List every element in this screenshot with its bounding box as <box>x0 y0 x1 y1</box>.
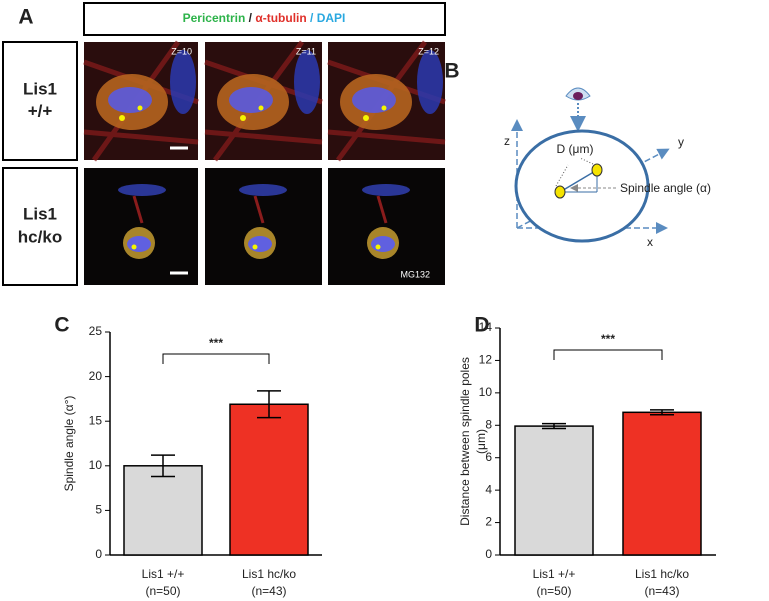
z-label: Z=11 <box>296 46 316 56</box>
pole <box>554 185 566 199</box>
error-bar <box>650 409 674 416</box>
stain-dapi: / DAPI <box>310 11 345 25</box>
panel-label: A <box>18 6 33 29</box>
axis-label: y <box>678 135 684 149</box>
error-bar <box>542 422 566 430</box>
treatment-label: MG132 <box>400 269 430 279</box>
sample-size: (n=43) <box>644 584 679 598</box>
significance-bracket <box>553 349 663 360</box>
tubulin-fiber <box>132 195 144 224</box>
nucleus <box>362 184 410 196</box>
separator: / <box>249 11 253 25</box>
row-label: Lis1 <box>23 204 57 223</box>
distance-guide <box>555 157 594 187</box>
centrosome <box>363 115 369 121</box>
nucleus <box>239 184 287 196</box>
bar <box>514 425 594 556</box>
y-tick-label: 10 <box>89 458 103 472</box>
centrosome <box>137 105 143 111</box>
nucleus <box>248 236 272 252</box>
error-bar <box>257 390 281 419</box>
centrosome <box>258 105 264 111</box>
bar <box>622 411 702 556</box>
y-tick-label: 8 <box>485 417 492 431</box>
nucleus <box>352 87 396 113</box>
significance-bracket <box>162 353 270 364</box>
row-box <box>2 41 78 161</box>
centrosome <box>252 244 258 250</box>
y-tick-label: 5 <box>95 503 102 517</box>
y-tick-label: 0 <box>485 547 492 561</box>
stain-pericentrin: Pericentrin <box>183 11 246 25</box>
centrosome <box>119 115 125 121</box>
stain-tubulin: α-tubulin <box>255 11 306 25</box>
x-tick-label: Lis1 hc/ko <box>242 567 296 581</box>
annotation: *** <box>601 332 615 346</box>
distance-label: D (μm) <box>557 142 594 156</box>
z-label: Z=10 <box>171 46 192 56</box>
y-tick-label: 12 <box>479 353 493 367</box>
annotation: *** <box>209 336 223 350</box>
nucleus <box>127 236 151 252</box>
y-tick-label: 10 <box>479 385 493 399</box>
x-tick-label: Lis1 hc/ko <box>635 567 689 581</box>
bar <box>229 403 309 556</box>
angle-label: Spindle angle (α) <box>620 181 711 195</box>
y-tick-label: 14 <box>479 320 493 334</box>
y-axis-label: Spindle angle (α°) <box>62 396 76 492</box>
y-tick-label: 6 <box>485 450 492 464</box>
tubulin-fiber <box>376 195 388 224</box>
sample-size: (n=50) <box>145 584 180 598</box>
row-label: Lis1 <box>23 79 57 98</box>
nucleus <box>417 50 443 114</box>
axis-label: z <box>504 134 510 148</box>
y-tick-label: 25 <box>89 324 103 338</box>
x-tick-label: Lis1 +/+ <box>142 567 185 581</box>
row-label: +/+ <box>28 101 53 120</box>
panel-label: D <box>474 314 489 337</box>
y-tick-label: 15 <box>89 413 103 427</box>
pole <box>591 163 603 177</box>
error-bar <box>151 454 175 478</box>
diagram <box>511 87 670 243</box>
nucleus <box>170 50 196 114</box>
nucleus <box>108 87 152 113</box>
y-tick-label: 0 <box>95 547 102 561</box>
sample-size: (n=50) <box>536 584 571 598</box>
y-tick-label: 2 <box>485 515 492 529</box>
nucleus <box>118 184 166 196</box>
stain-legend: Pericentrin / α-tubulin / DAPI <box>183 11 346 25</box>
y-tick-label: 4 <box>485 482 492 496</box>
centrosome <box>375 244 381 250</box>
nucleus <box>294 50 320 114</box>
centrosome <box>240 115 246 121</box>
z-label: Z=12 <box>418 46 439 56</box>
panel-label: C <box>54 314 69 337</box>
nucleus <box>229 87 273 113</box>
spindle <box>559 169 598 193</box>
nucleus <box>371 236 395 252</box>
y-axis-label: Distance between spindle poles <box>458 357 472 526</box>
legend-box <box>83 2 446 36</box>
row-label: hc/ko <box>18 227 62 246</box>
row-box <box>2 167 78 286</box>
micrographs: Z=10 Z=11 Z=12 <box>83 40 446 285</box>
bar <box>123 465 203 556</box>
centrosome <box>131 244 137 250</box>
centrosome <box>381 105 387 111</box>
x-tick-label: Lis1 +/+ <box>533 567 576 581</box>
cell <box>514 129 650 243</box>
axis-label: x <box>647 235 653 249</box>
sample-size: (n=43) <box>251 584 286 598</box>
pupil <box>573 92 583 100</box>
panel-label: B <box>444 60 459 83</box>
y-axis-label: (μm) <box>474 429 488 454</box>
tubulin-fiber <box>253 195 265 224</box>
y-tick-label: 20 <box>89 369 103 383</box>
